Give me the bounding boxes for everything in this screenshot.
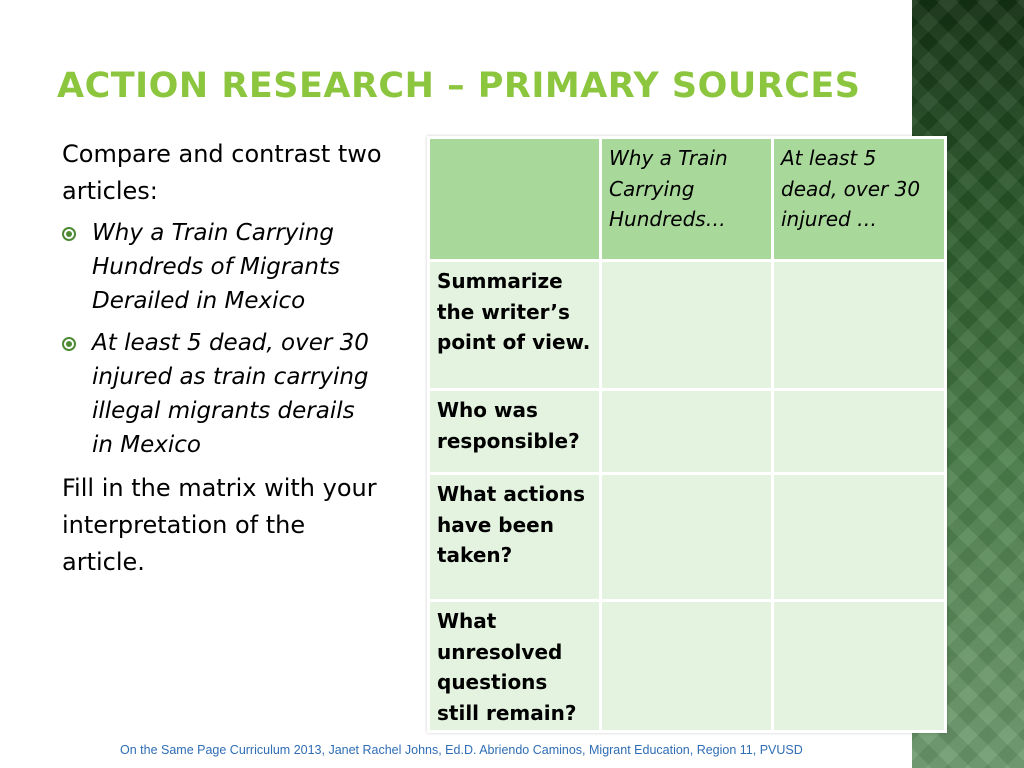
row-label: What unresolved questions still remain?: [427, 599, 602, 733]
article-title-1: Why a Train Carrying Hundreds of Migrant…: [92, 220, 340, 314]
table-cell[interactable]: [599, 599, 774, 733]
article-item-1: Why a Train Carrying Hundreds of Migrant…: [62, 216, 382, 318]
header-row: Why a Train Carrying Hundreds… At least …: [427, 136, 947, 262]
table-row: Who was responsible?: [427, 388, 947, 475]
table-cell[interactable]: [599, 259, 774, 391]
table-row: What unresolved questions still remain?: [427, 599, 947, 733]
intro-text: Compare and contrast two articles:: [62, 140, 382, 205]
radio-bullet-icon: [62, 337, 76, 351]
table-cell[interactable]: [771, 472, 947, 602]
instruction-text: Fill in the matrix with your interpretat…: [62, 474, 377, 576]
slide-title: ACTION RESEARCH – PRIMARY SOURCES: [57, 66, 861, 106]
table-cell[interactable]: [599, 472, 774, 602]
table-cell[interactable]: [599, 388, 774, 475]
article-item-2: At least 5 dead, over 30 injured as trai…: [62, 326, 382, 462]
table-cell[interactable]: [771, 259, 947, 391]
table-cell[interactable]: [771, 599, 947, 733]
header-cell-article-1: Why a Train Carrying Hundreds…: [599, 136, 774, 262]
table-cell[interactable]: [771, 388, 947, 475]
row-label: What actions have been taken?: [427, 472, 602, 602]
row-label: Who was responsible?: [427, 388, 602, 475]
comparison-matrix: Why a Train Carrying Hundreds… At least …: [427, 136, 947, 733]
header-cell-article-2: At least 5 dead, over 30 injured …: [771, 136, 947, 262]
table-row: What actions have been taken?: [427, 472, 947, 602]
article-list: Why a Train Carrying Hundreds of Migrant…: [62, 216, 382, 462]
article-title-2: At least 5 dead, over 30 injured as trai…: [92, 330, 369, 458]
left-content: Compare and contrast two articles: Why a…: [62, 136, 382, 581]
footer-credit: On the Same Page Curriculum 2013, Janet …: [120, 743, 803, 757]
table-row: Summarize the writer’s point of view.: [427, 259, 947, 391]
row-label: Summarize the writer’s point of view.: [427, 259, 602, 391]
radio-bullet-icon: [62, 227, 76, 241]
header-cell-empty: [427, 136, 602, 262]
